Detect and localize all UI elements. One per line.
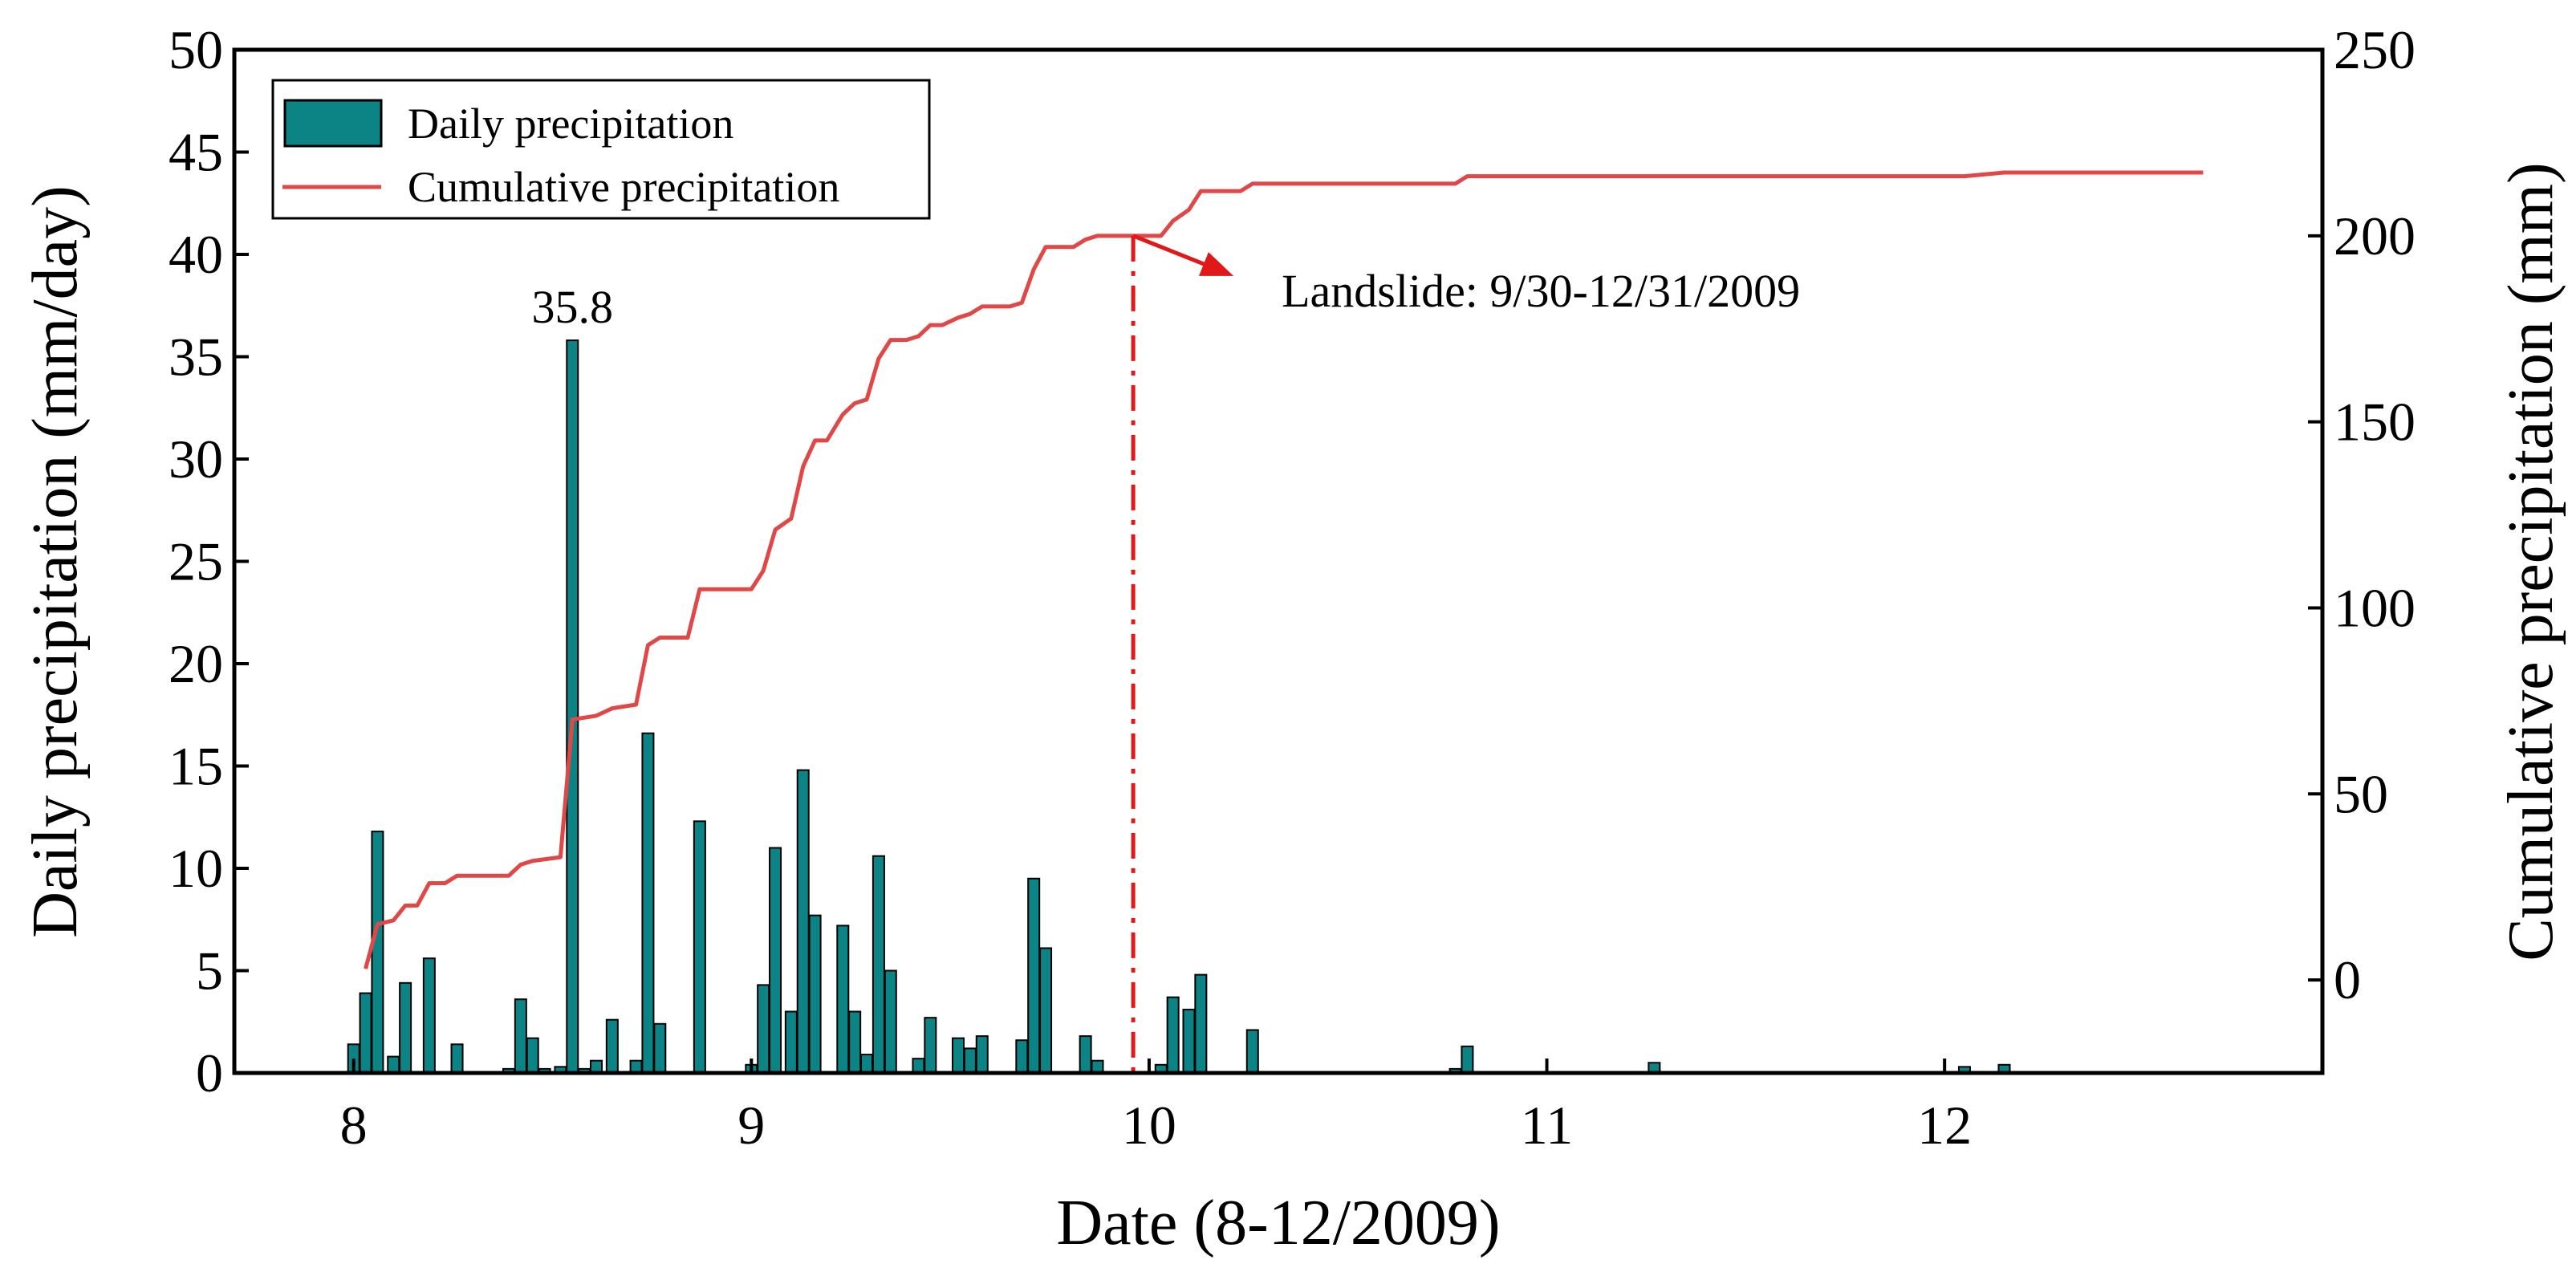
left-y-tick-label: 45	[169, 122, 223, 183]
left-y-tick-label: 15	[169, 736, 223, 797]
left-y-tick-label: 25	[169, 531, 223, 592]
x-tick-label: 11	[1521, 1095, 1573, 1156]
daily-precipitation-bar	[387, 1055, 400, 1074]
daily-precipitation-bar	[836, 924, 850, 1075]
daily-precipitation-bar	[1182, 1008, 1196, 1074]
peak-value-label: 35.8	[532, 281, 614, 333]
daily-precipitation-bar	[808, 914, 822, 1075]
daily-precipitation-bar	[924, 1017, 937, 1075]
daily-precipitation-bar	[1079, 1035, 1092, 1074]
daily-precipitation-bar	[963, 1047, 977, 1075]
daily-precipitation-bar	[784, 1010, 798, 1074]
daily-precipitation-bar	[860, 1054, 874, 1075]
x-tick-label: 12	[1917, 1095, 1972, 1156]
daily-precipitation-bar	[975, 1035, 989, 1074]
daily-precipitation-bar	[399, 981, 412, 1075]
x-tick-label: 9	[737, 1095, 765, 1156]
daily-precipitation-bar	[566, 339, 579, 1075]
right-y-tick-label: 200	[2334, 205, 2416, 266]
daily-precipitation-bar	[1461, 1045, 1474, 1074]
x-tick-label: 10	[1122, 1095, 1176, 1156]
daily-precipitation-bar	[1039, 947, 1053, 1074]
right-y-tick-label: 250	[2334, 19, 2416, 80]
x-tick-label: 8	[340, 1095, 368, 1156]
left-y-tick-label: 35	[169, 327, 223, 388]
right-y-tick-label: 50	[2334, 763, 2388, 824]
right-y-axis-title: Cumulative precipitation (mm)	[2496, 162, 2566, 961]
daily-precipitation-bar	[872, 855, 885, 1074]
left-y-axis: 0 5 10 15 20 25 30 35 40 45 50	[169, 19, 249, 1103]
daily-precipitation-bars	[347, 339, 2011, 1075]
left-y-axis-title: Daily precipitation (mm/day)	[20, 185, 91, 938]
landslide-annotation: Landslide: 9/30-12/31/2009	[1282, 265, 1800, 317]
right-y-tick-label: 150	[2334, 392, 2416, 453]
daily-precipitation-bar	[653, 1022, 667, 1075]
left-y-tick-label: 40	[169, 224, 223, 285]
daily-precipitation-bar	[450, 1043, 464, 1075]
daily-precipitation-bar	[952, 1037, 965, 1075]
x-axis: 8 9 10 11 12	[340, 1059, 1972, 1156]
daily-precipitation-bar	[1194, 973, 1208, 1074]
legend-swatch-daily	[283, 99, 383, 148]
right-y-axis: 0 50 100 150 200 250	[2308, 19, 2416, 1010]
left-y-tick-label: 20	[169, 633, 223, 694]
daily-precipitation-bar	[912, 1058, 925, 1075]
legend-label-cumulative: Cumulative precipitation	[408, 163, 839, 211]
right-y-tick-label: 100	[2334, 577, 2416, 638]
daily-precipitation-bar	[371, 831, 384, 1074]
daily-precipitation-bar	[848, 1010, 862, 1074]
landslide-arrowhead	[1199, 252, 1234, 276]
left-y-tick-label: 30	[169, 429, 223, 490]
right-y-tick-label: 0	[2334, 949, 2361, 1010]
left-y-tick-label: 50	[169, 19, 223, 80]
daily-precipitation-bar	[526, 1037, 539, 1075]
x-axis-title: Date (8-12/2009)	[1056, 1188, 1500, 1258]
daily-precipitation-bar	[1027, 877, 1041, 1074]
daily-precipitation-bar	[1015, 1039, 1029, 1074]
daily-precipitation-bar	[605, 1018, 619, 1074]
left-y-tick-label: 5	[196, 941, 223, 1002]
daily-precipitation-bar	[641, 732, 655, 1074]
daily-precipitation-bar	[884, 969, 897, 1074]
daily-precipitation-bar	[359, 992, 372, 1075]
daily-precipitation-bar	[422, 957, 436, 1074]
daily-precipitation-bar	[796, 769, 810, 1074]
left-y-tick-label: 10	[169, 838, 223, 899]
daily-precipitation-bar	[769, 847, 782, 1074]
daily-precipitation-bar	[757, 984, 770, 1074]
daily-precipitation-bar	[514, 998, 527, 1074]
legend: Daily precipitation Cumulative precipita…	[271, 79, 931, 220]
daily-precipitation-bar	[1245, 1029, 1259, 1074]
daily-precipitation-bar	[1166, 996, 1180, 1075]
left-y-tick-label: 0	[196, 1042, 223, 1103]
daily-precipitation-bar	[693, 820, 706, 1074]
landslide-arrow	[1132, 234, 1219, 272]
cumulative-precipitation-line	[364, 170, 2204, 969]
legend-label-daily: Daily precipitation	[408, 100, 733, 148]
